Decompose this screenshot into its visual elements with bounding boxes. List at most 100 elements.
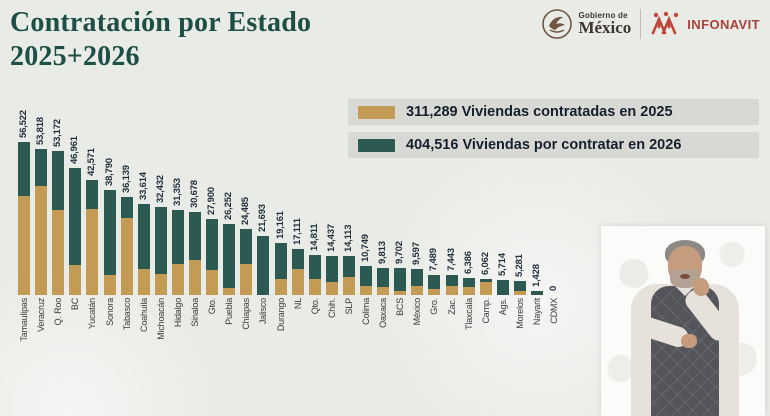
header-logos: Gobierno de México INFONAVIT xyxy=(541,8,760,40)
x-axis-label: Nayarit xyxy=(532,298,542,326)
segment-2026 xyxy=(309,255,321,279)
bar-Chih. xyxy=(326,256,338,295)
x-axis-label: Zac. xyxy=(447,298,457,315)
x-axis-label: Sinaloa xyxy=(190,298,200,327)
bar-Qto. xyxy=(309,255,321,295)
bar-value-label: 56,522 xyxy=(18,110,29,138)
x-axis-label: BCS xyxy=(395,298,405,316)
segment-2025 xyxy=(206,270,218,295)
bar-Coahuila xyxy=(138,204,150,295)
segment-2026 xyxy=(257,236,269,295)
segment-2025 xyxy=(360,286,372,295)
bar-Colima xyxy=(360,266,372,295)
x-axis-label: Tabasco xyxy=(122,298,132,331)
bar-value-label: 27,900 xyxy=(206,187,217,215)
segment-2025 xyxy=(309,279,321,295)
x-axis-label: Oaxaca xyxy=(378,298,388,328)
bar-value-label: 6,062 xyxy=(480,252,491,275)
x-axis-label: Gto. xyxy=(207,298,217,315)
bar-value-label: 36,139 xyxy=(121,165,132,193)
segment-2025 xyxy=(275,279,287,295)
segment-2025 xyxy=(189,260,201,295)
bar-value-label: 42,571 xyxy=(86,148,97,176)
bar-Ags. xyxy=(497,280,509,295)
bar-value-label: 10,749 xyxy=(360,234,371,262)
bar-NL xyxy=(292,249,304,295)
legend-swatch-2026 xyxy=(358,138,395,152)
gobierno-de-mexico-logo: Gobierno de México xyxy=(541,8,631,40)
bar-Durango xyxy=(275,243,287,295)
eagle-emblem-icon xyxy=(542,9,573,39)
x-axis-label: Camp. xyxy=(481,298,491,324)
segment-2025 xyxy=(446,286,458,295)
page-title-line1: Contratación por Estado xyxy=(10,7,312,38)
bar-Yucatán xyxy=(86,180,98,295)
bar-value-label: 21,693 xyxy=(257,204,268,232)
segment-2025 xyxy=(86,209,98,295)
bar-value-label: 9,702 xyxy=(394,241,405,264)
gobierno-de-mexico-wordmark: Gobierno de México xyxy=(578,10,632,37)
interpreter-left-hand xyxy=(681,334,697,348)
segment-2026 xyxy=(52,151,64,210)
bar-Q. Roo xyxy=(52,151,64,295)
segment-2026 xyxy=(428,275,440,289)
x-axis-label: Tamaulipas xyxy=(19,298,29,342)
segment-2026 xyxy=(463,278,475,287)
segment-2025 xyxy=(428,289,440,295)
x-axis-label: CDMX xyxy=(549,298,559,324)
segment-2025 xyxy=(35,186,47,295)
x-axis-label: Jalisco xyxy=(258,298,268,325)
x-axis-label: Tlaxcala xyxy=(464,298,474,330)
x-axis-label: NL xyxy=(293,298,303,310)
bar-value-label: 5,714 xyxy=(497,253,508,276)
segment-2025 xyxy=(463,287,475,295)
x-axis-label: Q. Roo xyxy=(53,298,63,326)
x-axis-label: Yucatán xyxy=(87,298,97,330)
segment-2025 xyxy=(223,288,235,295)
bar-value-label: 7,443 xyxy=(446,248,457,271)
bar-Tamaulipas xyxy=(18,142,30,295)
segment-2025 xyxy=(155,274,167,295)
segment-2025 xyxy=(138,269,150,295)
segment-2025 xyxy=(343,277,355,295)
bar-value-label: 7,489 xyxy=(428,248,439,271)
bar-value-label: 1,428 xyxy=(531,264,542,287)
segment-2026 xyxy=(223,224,235,288)
x-axis-label: Qto. xyxy=(310,298,320,315)
x-axis-label: Chih. xyxy=(327,298,337,319)
segment-2025 xyxy=(52,210,64,295)
bar-value-label: 33,614 xyxy=(138,172,149,200)
segment-2026 xyxy=(343,256,355,277)
bar-Veracruz xyxy=(35,149,47,295)
bar-value-label: 46,961 xyxy=(69,136,80,164)
segment-2026 xyxy=(394,268,406,291)
legend-label-2026: 404,516 Viviendas por contratar en 2026 xyxy=(406,137,682,153)
x-axis-label: Ags. xyxy=(498,298,508,316)
segment-2025 xyxy=(326,282,338,295)
bar-Michoacán xyxy=(155,207,167,295)
segment-2025 xyxy=(69,265,81,295)
bar-value-label: 53,172 xyxy=(52,119,63,147)
x-axis-label: Morelos xyxy=(515,298,525,329)
segment-2026 xyxy=(411,269,423,286)
segment-2026 xyxy=(104,190,116,275)
segment-2026 xyxy=(18,142,30,196)
segment-2025 xyxy=(394,291,406,295)
legend-item-2026: 404,516 Viviendas por contratar en 2026 xyxy=(348,132,759,158)
x-axis-label: SLP xyxy=(344,298,354,315)
x-axis-label: Colima xyxy=(361,298,371,325)
segment-2025 xyxy=(121,218,133,295)
segment-2026 xyxy=(326,256,338,282)
x-axis-label: BC xyxy=(70,298,80,311)
bar-Hidalgo xyxy=(172,210,184,295)
segment-2026 xyxy=(480,279,492,282)
page-title-line2: 2025+2026 xyxy=(10,41,140,73)
bar-value-label: 9,597 xyxy=(411,242,422,265)
bar-value-label: 9,813 xyxy=(377,241,388,264)
bar-Tabasco xyxy=(121,197,133,295)
segment-2026 xyxy=(35,149,47,186)
segment-2026 xyxy=(189,212,201,260)
x-axis-label: Coahuila xyxy=(139,298,149,332)
segment-2026 xyxy=(206,219,218,270)
bar-value-label: 0 xyxy=(548,285,559,291)
